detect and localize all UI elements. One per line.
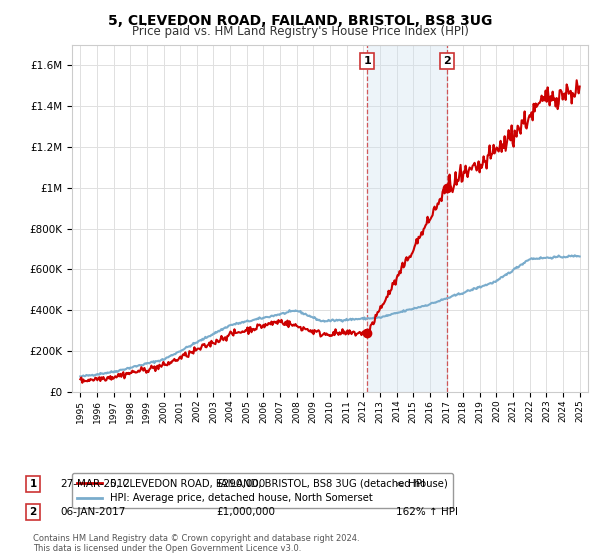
Bar bbox=[367, 45, 447, 392]
Text: 2: 2 bbox=[443, 56, 451, 66]
Text: ≈ HPI: ≈ HPI bbox=[396, 479, 425, 489]
Text: £290,000: £290,000 bbox=[216, 479, 265, 489]
Text: Contains HM Land Registry data © Crown copyright and database right 2024.
This d: Contains HM Land Registry data © Crown c… bbox=[33, 534, 359, 553]
Text: Price paid vs. HM Land Registry's House Price Index (HPI): Price paid vs. HM Land Registry's House … bbox=[131, 25, 469, 38]
Text: 162% ↑ HPI: 162% ↑ HPI bbox=[396, 507, 458, 517]
Text: 1: 1 bbox=[29, 479, 37, 489]
Text: 1: 1 bbox=[363, 56, 371, 66]
Text: 5, CLEVEDON ROAD, FAILAND, BRISTOL, BS8 3UG: 5, CLEVEDON ROAD, FAILAND, BRISTOL, BS8 … bbox=[108, 14, 492, 28]
Legend: 5, CLEVEDON ROAD, FAILAND, BRISTOL, BS8 3UG (detached house), HPI: Average price: 5, CLEVEDON ROAD, FAILAND, BRISTOL, BS8 … bbox=[72, 473, 452, 508]
Text: 06-JAN-2017: 06-JAN-2017 bbox=[60, 507, 125, 517]
Text: £1,000,000: £1,000,000 bbox=[216, 507, 275, 517]
Text: 2: 2 bbox=[29, 507, 37, 517]
Text: 27-MAR-2012: 27-MAR-2012 bbox=[60, 479, 130, 489]
